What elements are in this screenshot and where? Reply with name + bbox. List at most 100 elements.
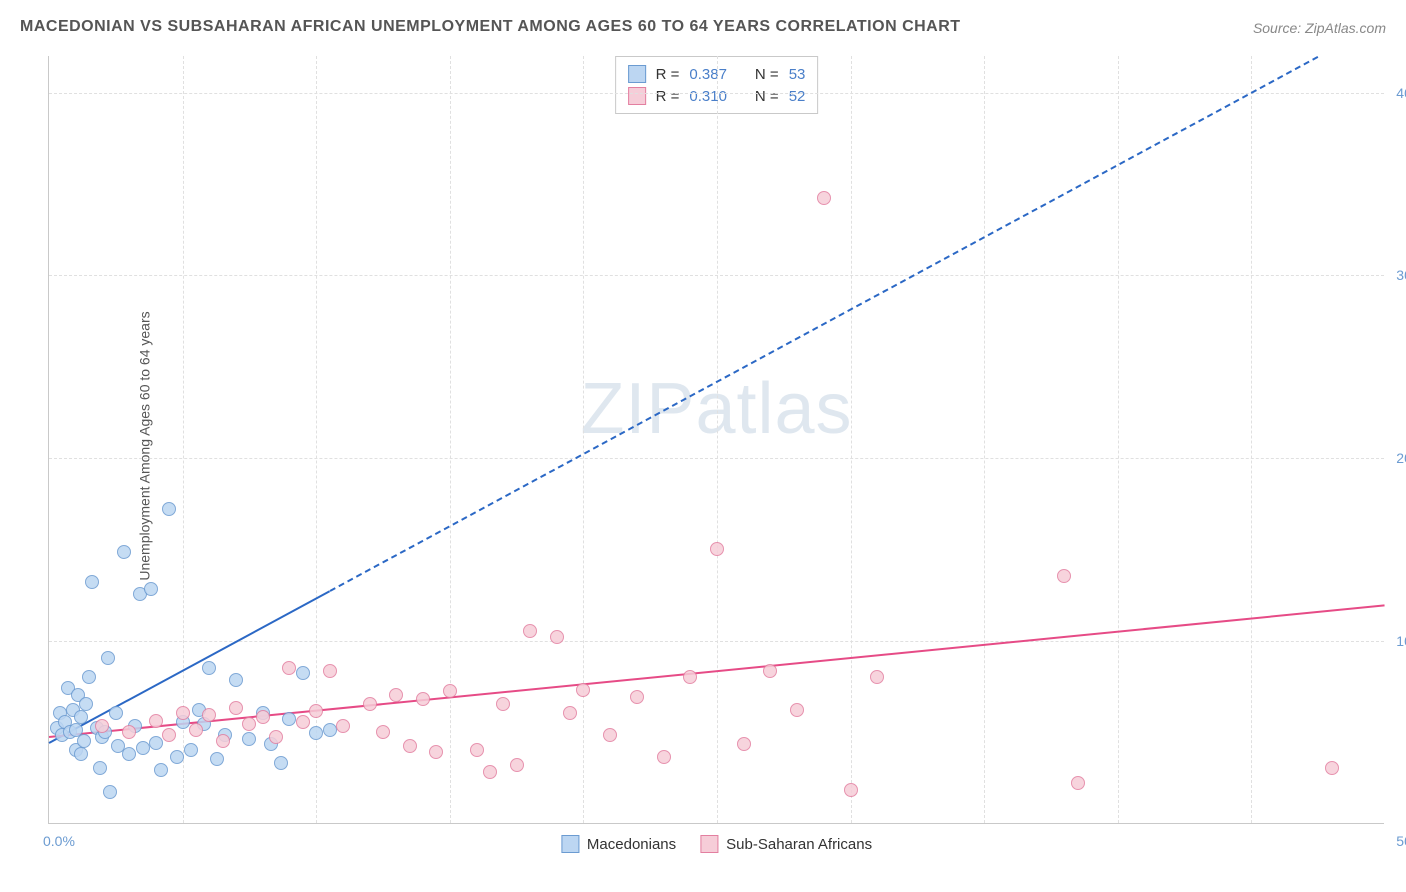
data-point-macedonians [101, 651, 115, 665]
data-point-macedonians [122, 747, 136, 761]
data-point-subsaharan [657, 750, 671, 764]
chart-container: MACEDONIAN VS SUBSAHARAN AFRICAN UNEMPLO… [0, 0, 1406, 892]
gridline-v [450, 56, 451, 823]
legend-label-0: Macedonians [587, 836, 676, 853]
data-point-macedonians [192, 703, 206, 717]
gridline-v [316, 56, 317, 823]
y-tick-label: 10.0% [1396, 633, 1406, 649]
data-point-subsaharan [242, 717, 256, 731]
plot-area: ZIPatlas R = 0.387 N = 53 R = 0.310 N = … [48, 56, 1384, 824]
data-point-macedonians [144, 582, 158, 596]
data-point-subsaharan [817, 191, 831, 205]
data-point-macedonians [154, 763, 168, 777]
data-point-macedonians [61, 681, 75, 695]
data-point-subsaharan [162, 728, 176, 742]
data-point-macedonians [53, 706, 67, 720]
gridline-v [583, 56, 584, 823]
data-point-macedonians [202, 661, 216, 675]
legend-bottom: Macedonians Sub-Saharan Africans [561, 835, 872, 853]
n-value-0: 53 [789, 66, 806, 83]
data-point-macedonians [117, 545, 131, 559]
data-point-subsaharan [790, 703, 804, 717]
data-point-macedonians [85, 575, 99, 589]
data-point-subsaharan [189, 723, 203, 737]
data-point-subsaharan [216, 734, 230, 748]
data-point-subsaharan [630, 690, 644, 704]
gridline-v [1118, 56, 1119, 823]
data-point-macedonians [71, 688, 85, 702]
data-point-subsaharan [323, 664, 337, 678]
data-point-subsaharan [1325, 761, 1339, 775]
data-point-macedonians [74, 747, 88, 761]
data-point-macedonians [218, 728, 232, 742]
data-point-macedonians [296, 666, 310, 680]
data-point-macedonians [77, 734, 91, 748]
r-label: R = [656, 88, 680, 105]
source-label: Source: ZipAtlas.com [1253, 20, 1386, 36]
data-point-macedonians [274, 756, 288, 770]
swatch-macedonians [628, 65, 646, 83]
data-point-subsaharan [389, 688, 403, 702]
data-point-subsaharan [282, 661, 296, 675]
data-point-subsaharan [603, 728, 617, 742]
data-point-macedonians [210, 752, 224, 766]
data-point-macedonians [93, 761, 107, 775]
r-value-1: 0.310 [689, 88, 727, 105]
y-tick-label: 40.0% [1396, 85, 1406, 101]
data-point-macedonians [256, 706, 270, 720]
data-point-macedonians [323, 723, 337, 737]
gridline-v [851, 56, 852, 823]
data-point-macedonians [133, 587, 147, 601]
y-tick-label: 20.0% [1396, 450, 1406, 466]
n-label: N = [755, 88, 779, 105]
data-point-subsaharan [269, 730, 283, 744]
gridline-v [1251, 56, 1252, 823]
data-point-macedonians [136, 741, 150, 755]
data-point-macedonians [66, 703, 80, 717]
data-point-macedonians [229, 673, 243, 687]
swatch-subsaharan-bottom [700, 835, 718, 853]
gridline-v [717, 56, 718, 823]
data-point-subsaharan [563, 706, 577, 720]
data-point-macedonians [82, 670, 96, 684]
chart-title: MACEDONIAN VS SUBSAHARAN AFRICAN UNEMPLO… [20, 18, 961, 36]
y-tick-label: 30.0% [1396, 267, 1406, 283]
x-tick-right: 50.0% [1396, 833, 1406, 849]
data-point-subsaharan [523, 624, 537, 638]
r-value-0: 0.387 [689, 66, 727, 83]
swatch-subsaharan [628, 87, 646, 105]
data-point-macedonians [111, 739, 125, 753]
data-point-subsaharan [296, 715, 310, 729]
swatch-macedonians-bottom [561, 835, 579, 853]
x-tick-left: 0.0% [43, 833, 75, 849]
trend-line [49, 590, 330, 743]
data-point-subsaharan [737, 737, 751, 751]
data-point-subsaharan [429, 745, 443, 759]
data-point-macedonians [58, 715, 72, 729]
data-point-macedonians [242, 732, 256, 746]
data-point-macedonians [149, 736, 163, 750]
legend-label-1: Sub-Saharan Africans [726, 836, 872, 853]
data-point-subsaharan [229, 701, 243, 715]
data-point-subsaharan [376, 725, 390, 739]
data-point-macedonians [162, 502, 176, 516]
data-point-macedonians [69, 743, 83, 757]
gridline-v [183, 56, 184, 823]
trend-line [329, 56, 1318, 592]
data-point-subsaharan [1057, 569, 1071, 583]
data-point-subsaharan [496, 697, 510, 711]
data-point-macedonians [264, 737, 278, 751]
legend-item-0: Macedonians [561, 835, 676, 853]
data-point-subsaharan [403, 739, 417, 753]
data-point-macedonians [79, 697, 93, 711]
n-label: N = [755, 66, 779, 83]
data-point-macedonians [103, 785, 117, 799]
data-point-subsaharan [336, 719, 350, 733]
watermark-zip: ZIP [580, 369, 695, 449]
data-point-subsaharan [510, 758, 524, 772]
data-point-subsaharan [470, 743, 484, 757]
legend-item-1: Sub-Saharan Africans [700, 835, 872, 853]
data-point-macedonians [50, 721, 64, 735]
data-point-macedonians [184, 743, 198, 757]
r-label: R = [656, 66, 680, 83]
